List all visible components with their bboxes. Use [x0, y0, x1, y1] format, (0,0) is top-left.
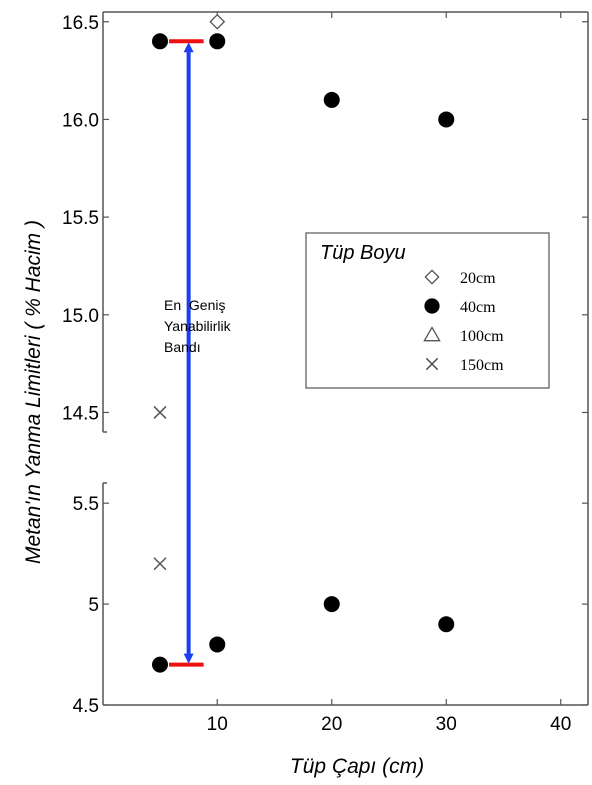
series-150cm — [153, 405, 167, 571]
data-point — [209, 33, 226, 50]
series-40cm — [152, 33, 455, 673]
legend-label: 20cm — [460, 270, 496, 287]
data-point — [152, 656, 168, 673]
x-tick-label: 30 — [436, 714, 457, 735]
y-axis-title: Metan'ın Yanma Limitleri ( % Hacim ) — [22, 220, 45, 564]
y-tick-label: 16.0 — [62, 110, 99, 131]
legend-label: 40cm — [460, 299, 496, 316]
y-tick-label: 14.5 — [62, 403, 99, 424]
data-point — [323, 596, 340, 613]
cross-stroke — [153, 405, 167, 419]
y-tick-label: 5.5 — [73, 494, 99, 515]
data-points — [152, 13, 455, 673]
cross-stroke — [425, 357, 439, 371]
y-tick-label: 5 — [88, 595, 99, 616]
y-tick-label: 4.5 — [73, 696, 99, 717]
data-point — [438, 111, 455, 128]
cross-stroke — [153, 557, 167, 571]
tick-labels: 14.5 15.0 15.5 16.0 16.5 4.5 5 5.5 10 20 30 40 — [62, 13, 571, 735]
legend-title: Tüp Boyu — [320, 242, 406, 264]
annotation-text: En Geniş — [164, 297, 225, 313]
data-point — [323, 91, 340, 108]
legend: Tüp Boyu 20cm 40cm 100cm 150cm — [305, 232, 550, 389]
annotation-text: Yanabilirlik — [164, 318, 232, 334]
y-tick-label: 15.0 — [62, 306, 99, 327]
x-axis-title: Tüp Çapı (cm) — [290, 755, 424, 778]
legend-marker — [425, 357, 439, 371]
data-point — [209, 13, 226, 30]
data-point — [438, 616, 455, 633]
legend-label: 100cm — [460, 328, 504, 345]
x-tick-label: 20 — [321, 714, 342, 735]
y-tick-label: 15.5 — [62, 208, 99, 229]
legend-marker — [424, 269, 440, 285]
series-20cm — [209, 13, 226, 30]
x-tick-label: 10 — [207, 714, 228, 735]
legend-marker — [423, 326, 441, 342]
legend-label: 150cm — [460, 357, 504, 374]
y-tick-label: 16.5 — [62, 13, 99, 34]
data-point — [153, 557, 167, 571]
data-point — [153, 405, 167, 419]
data-point — [152, 33, 168, 50]
widest-band-annotation: En Geniş Yanabilirlik Bandı — [164, 39, 232, 667]
plot-frame — [102, 11, 589, 706]
annotation-text: Bandı — [164, 339, 201, 355]
data-point — [209, 636, 226, 653]
x-tick-label: 40 — [550, 714, 571, 735]
legend-marker — [424, 298, 440, 314]
